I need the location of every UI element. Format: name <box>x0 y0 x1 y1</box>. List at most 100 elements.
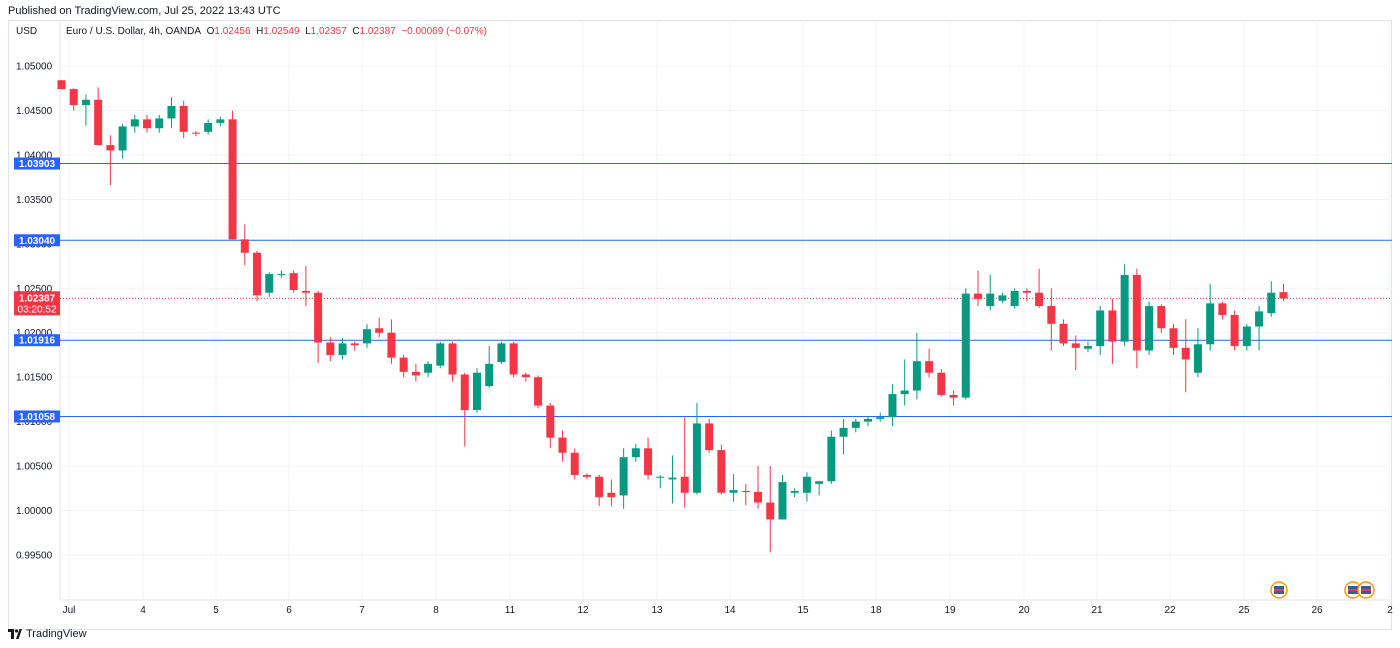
candle-body <box>1035 292 1044 307</box>
candle-body <box>937 372 946 395</box>
candle-body <box>1022 290 1031 293</box>
x-tick-label: 18 <box>870 605 882 616</box>
x-tick-label: 15 <box>797 605 809 616</box>
candle-body <box>778 482 787 520</box>
candle-body <box>1096 310 1105 347</box>
footer-brand: TradingView <box>8 628 87 640</box>
level-price-label: 1.01916 <box>19 336 56 347</box>
level-price-tag <box>14 334 60 347</box>
level-price-label: 1.01058 <box>19 412 56 423</box>
symbol-name: Euro / U.S. Dollar, 4h, OANDA <box>66 26 202 37</box>
candle-body <box>277 274 286 276</box>
candle-body <box>130 119 139 127</box>
candle-body <box>1010 290 1019 307</box>
candle-body <box>1132 274 1141 351</box>
y-tick-label: 1.02500 <box>16 284 53 295</box>
x-tick-label: 26 <box>1311 605 1323 616</box>
candle-body <box>338 343 347 355</box>
x-tick-label: 21 <box>1091 605 1103 616</box>
high-label: H <box>256 26 264 37</box>
candle-body <box>314 292 323 343</box>
candle-body <box>472 372 481 411</box>
low-label: L <box>305 26 311 37</box>
open-label: O <box>206 26 215 37</box>
candle-body <box>644 448 653 475</box>
candle-body <box>619 457 628 496</box>
candle-body <box>961 293 970 398</box>
candle-body <box>888 394 897 418</box>
level-price-tag <box>14 157 60 170</box>
candle-body <box>485 363 494 387</box>
current-price-label: 1.02387 <box>19 293 56 304</box>
y-tick-label: 1.04000 <box>16 150 53 161</box>
candle-body <box>1059 323 1068 344</box>
candle-body <box>375 328 384 333</box>
candle-body <box>790 490 799 493</box>
x-tick-label: 5 <box>213 605 219 616</box>
candle-body <box>900 390 909 395</box>
candle-body <box>94 99 103 146</box>
candle-body <box>448 343 457 375</box>
candle-body <box>986 293 995 307</box>
candle-body <box>411 371 420 376</box>
candle-body <box>424 363 433 373</box>
chart-frame[interactable] <box>8 20 1392 630</box>
low-value: 1.02357 <box>310 26 347 37</box>
candle-body <box>851 421 860 428</box>
candle-body <box>974 293 982 299</box>
x-tick-label: 2 <box>1387 605 1393 616</box>
x-tick-label: 19 <box>944 605 956 616</box>
y-tick-label: 1.00000 <box>16 506 53 517</box>
candle-body <box>1255 311 1264 327</box>
close-value: 1.02387 <box>359 26 396 37</box>
candle-body <box>228 119 237 240</box>
candle-body <box>802 476 811 493</box>
candle-body <box>827 436 836 482</box>
level-price-tag <box>14 234 60 247</box>
candle-body <box>815 481 824 484</box>
candle-body <box>1279 292 1288 299</box>
candle-body <box>1108 310 1117 342</box>
y-tick-label: 1.00500 <box>16 462 53 473</box>
candle-body <box>1083 346 1092 349</box>
candle-body <box>326 342 335 355</box>
candle-body <box>350 343 359 346</box>
tradingview-logo-icon <box>8 629 22 639</box>
candle-body <box>1242 326 1251 347</box>
candle-body <box>57 80 66 90</box>
currency-label: USD <box>16 26 38 37</box>
open-value: 1.02456 <box>214 26 251 37</box>
x-tick-label: 8 <box>433 605 439 616</box>
candle-body <box>717 450 726 493</box>
x-tick-label: 4 <box>140 605 146 616</box>
candle-body <box>106 145 115 151</box>
candle-body <box>1047 306 1056 324</box>
x-tick-label: 12 <box>577 605 589 616</box>
candle-body <box>118 126 127 151</box>
x-tick-label: 13 <box>651 605 663 616</box>
candle-body <box>864 418 873 422</box>
candle-body <box>1218 303 1227 315</box>
candle-body <box>509 343 518 375</box>
y-tick-label: 1.02000 <box>16 328 53 339</box>
level-price-tag <box>14 410 60 423</box>
candle-body <box>191 132 200 134</box>
x-tick-label: 11 <box>505 605 516 616</box>
candle-body <box>729 490 738 493</box>
candle-body <box>1267 292 1276 314</box>
candle-body <box>1157 306 1166 329</box>
candle-body <box>216 119 225 123</box>
candle-body <box>1193 344 1202 373</box>
candle-body <box>656 476 665 478</box>
eu-event-flag-icon-stripe <box>1274 589 1284 591</box>
candle-body <box>925 361 934 373</box>
symbol-legend: Euro / U.S. Dollar, 4h, OANDA O1.02456 H… <box>66 26 487 37</box>
change-value: −0.00069 (−0.07%) <box>401 26 487 37</box>
close-label: C <box>352 26 360 37</box>
x-tick-label: 22 <box>1164 605 1176 616</box>
candle-body <box>460 374 469 411</box>
candle-body <box>546 405 555 438</box>
candle-body <box>301 290 310 293</box>
candle-body <box>998 295 1007 301</box>
